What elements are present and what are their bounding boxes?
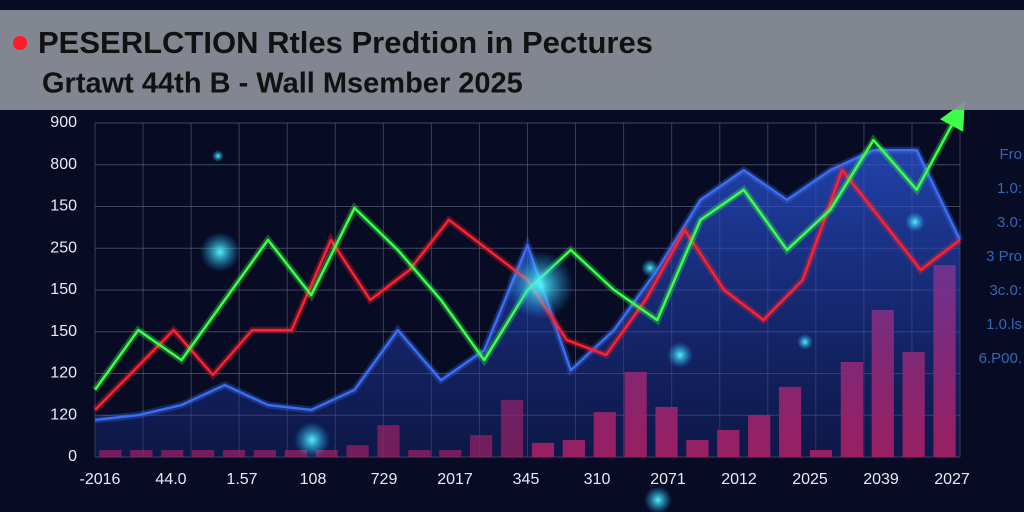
side-label: 6.P00. (979, 350, 1022, 367)
y-tick-label: 800 (50, 156, 77, 173)
side-label: 3c.0: (989, 282, 1022, 299)
y-tick-label: 900 (50, 114, 77, 131)
y-tick-label: 250 (50, 239, 77, 256)
x-tick-label: 44.0 (155, 471, 186, 488)
y-tick-label: 150 (50, 198, 77, 215)
chart-subtitle: Grtawt 44th B - Wall Msember 2025 (42, 68, 523, 100)
x-tick-label: 1.57 (226, 471, 257, 488)
decorations (200, 150, 925, 512)
x-tick-label: 2039 (863, 471, 899, 488)
chart-title: PESERLCTION Rtles Predtion in Pectures (38, 25, 653, 60)
x-tick-label: 345 (513, 471, 540, 488)
x-tick-label: 2017 (437, 471, 473, 488)
x-tick-label: 2027 (934, 471, 970, 488)
x-tick-label: -2016 (80, 471, 121, 488)
title-dot (13, 36, 27, 50)
x-tick-label: 310 (584, 471, 611, 488)
side-label: 1.0: (997, 180, 1022, 197)
x-tick-label: 2071 (650, 471, 686, 488)
side-label: 1.0.ls (986, 316, 1022, 333)
title-banner (0, 10, 1024, 110)
y-tick-label: 120 (50, 406, 77, 423)
y-tick-label: 0 (68, 448, 77, 465)
side-label: Fro (1000, 146, 1023, 163)
side-label: 3.0: (997, 214, 1022, 231)
y-tick-label: 150 (50, 323, 77, 340)
y-tick-label: 120 (50, 365, 77, 382)
y-tick-label: 150 (50, 281, 77, 298)
line (94, 148, 962, 422)
x-tick-label: 108 (300, 471, 327, 488)
x-tick-label: 2025 (792, 471, 828, 488)
x-tick-label: 2012 (721, 471, 757, 488)
side-label: 3 Pro (986, 248, 1022, 265)
x-tick-label: 729 (371, 471, 398, 488)
